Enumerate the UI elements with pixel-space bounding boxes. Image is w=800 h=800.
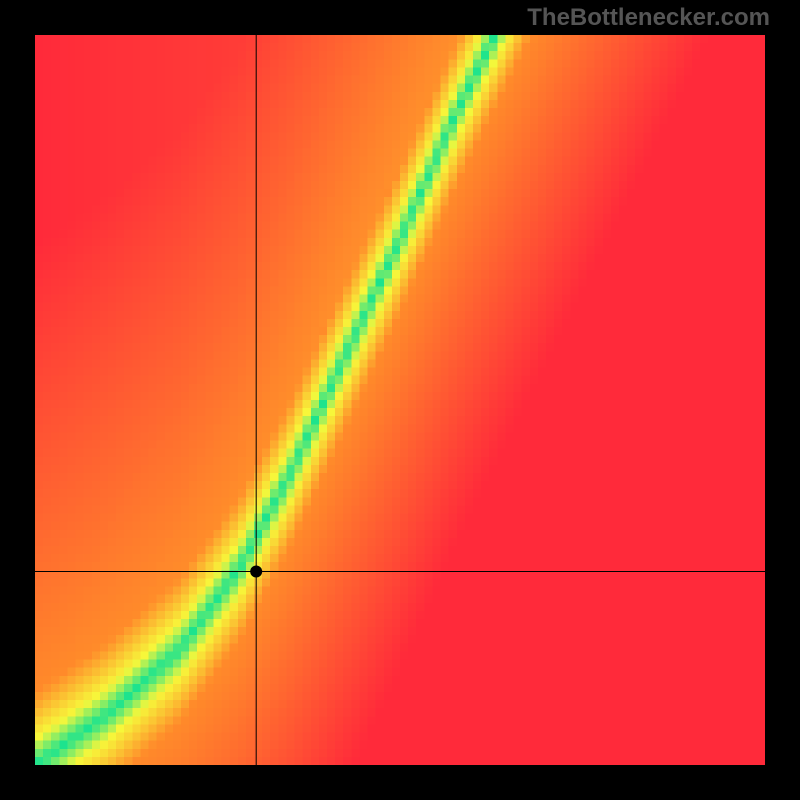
bottleneck-heatmap bbox=[35, 35, 765, 765]
watermark-text: TheBottlenecker.com bbox=[527, 4, 770, 32]
